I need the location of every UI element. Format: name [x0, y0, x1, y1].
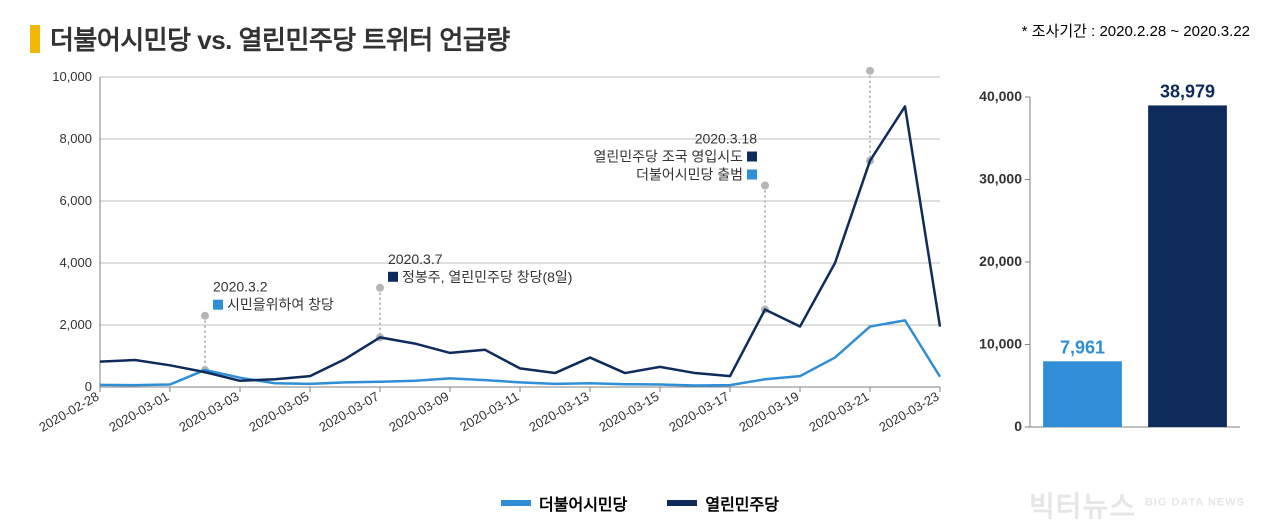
legend-item-a: 더불어시민당	[501, 491, 627, 515]
svg-text:더불어시민당 출범: 더불어시민당 출범	[636, 167, 743, 183]
svg-text:2020-03-21: 2020-03-21	[806, 389, 871, 435]
chart-title-wrap: 더불어시민당 vs. 열린민주당 트위터 언급량	[30, 20, 510, 57]
svg-text:2020-03-19: 2020-03-19	[736, 389, 801, 435]
legend-item-b: 열린민주당	[667, 491, 779, 515]
svg-text:2020-03-13: 2020-03-13	[526, 389, 591, 435]
svg-text:시민당 최대표 과거 발언 논란: 시민당 최대표 과거 발언 논란	[678, 67, 848, 68]
svg-text:4,000: 4,000	[59, 255, 92, 270]
svg-text:20,000: 20,000	[979, 253, 1022, 269]
svg-text:2020-03-05: 2020-03-05	[246, 389, 311, 435]
line-chart: 02,0004,0006,0008,00010,0002020-02-28202…	[30, 67, 950, 487]
watermark-main: 빅터뉴스	[1029, 491, 1136, 522]
legend-label-a: 더불어시민당	[539, 491, 627, 515]
svg-text:2020-03-17: 2020-03-17	[666, 389, 731, 435]
svg-text:2020.3.2: 2020.3.2	[213, 279, 268, 295]
svg-text:정봉주, 열린민주당 창당(8일): 정봉주, 열린민주당 창당(8일)	[402, 269, 572, 285]
svg-text:2020-02-28: 2020-02-28	[36, 389, 101, 435]
watermark: 빅터뉴스 BIG DATA NEWS	[1029, 485, 1245, 525]
svg-text:열린민주당 조국 영입시도: 열린민주당 조국 영입시도	[594, 149, 744, 165]
legend-swatch-a-icon	[501, 500, 531, 506]
svg-text:2020-03-23: 2020-03-23	[876, 389, 941, 435]
svg-text:2,000: 2,000	[59, 317, 92, 332]
svg-text:2020-03-07: 2020-03-07	[316, 389, 381, 435]
svg-text:38,979: 38,979	[1160, 81, 1215, 101]
legend-label-b: 열린민주당	[705, 491, 779, 515]
svg-text:40,000: 40,000	[979, 88, 1022, 104]
watermark-sub: BIG DATA NEWS	[1145, 497, 1245, 509]
svg-text:2020-03-09: 2020-03-09	[386, 389, 451, 435]
svg-text:30,000: 30,000	[979, 171, 1022, 187]
svg-text:2020.3.7: 2020.3.7	[388, 251, 443, 267]
svg-text:10,000: 10,000	[979, 336, 1022, 352]
title-accent-bar	[30, 25, 40, 53]
svg-text:2020.3.18: 2020.3.18	[695, 131, 757, 147]
survey-period: * 조사기간 : 2020.2.28 ~ 2020.3.22	[1022, 20, 1250, 41]
legend-swatch-b-icon	[667, 500, 697, 506]
svg-text:8,000: 8,000	[59, 131, 92, 146]
bar-chart: 0 10,000 20,000 30,000 40,000 7,961 38,979	[970, 67, 1250, 487]
svg-text:2020-03-01: 2020-03-01	[106, 389, 171, 435]
chart-title: 더불어시민당 vs. 열린민주당 트위터 언급량	[50, 20, 510, 57]
svg-text:2020-03-11: 2020-03-11	[457, 389, 521, 435]
svg-text:7,961: 7,961	[1060, 337, 1105, 357]
svg-text:시민을위하여 창당: 시민을위하여 창당	[227, 297, 334, 313]
svg-text:0: 0	[1014, 418, 1022, 434]
svg-text:2020-03-03: 2020-03-03	[176, 389, 241, 435]
svg-text:6,000: 6,000	[59, 193, 92, 208]
svg-text:10,000: 10,000	[52, 69, 92, 84]
svg-text:2020-03-15: 2020-03-15	[596, 389, 661, 435]
